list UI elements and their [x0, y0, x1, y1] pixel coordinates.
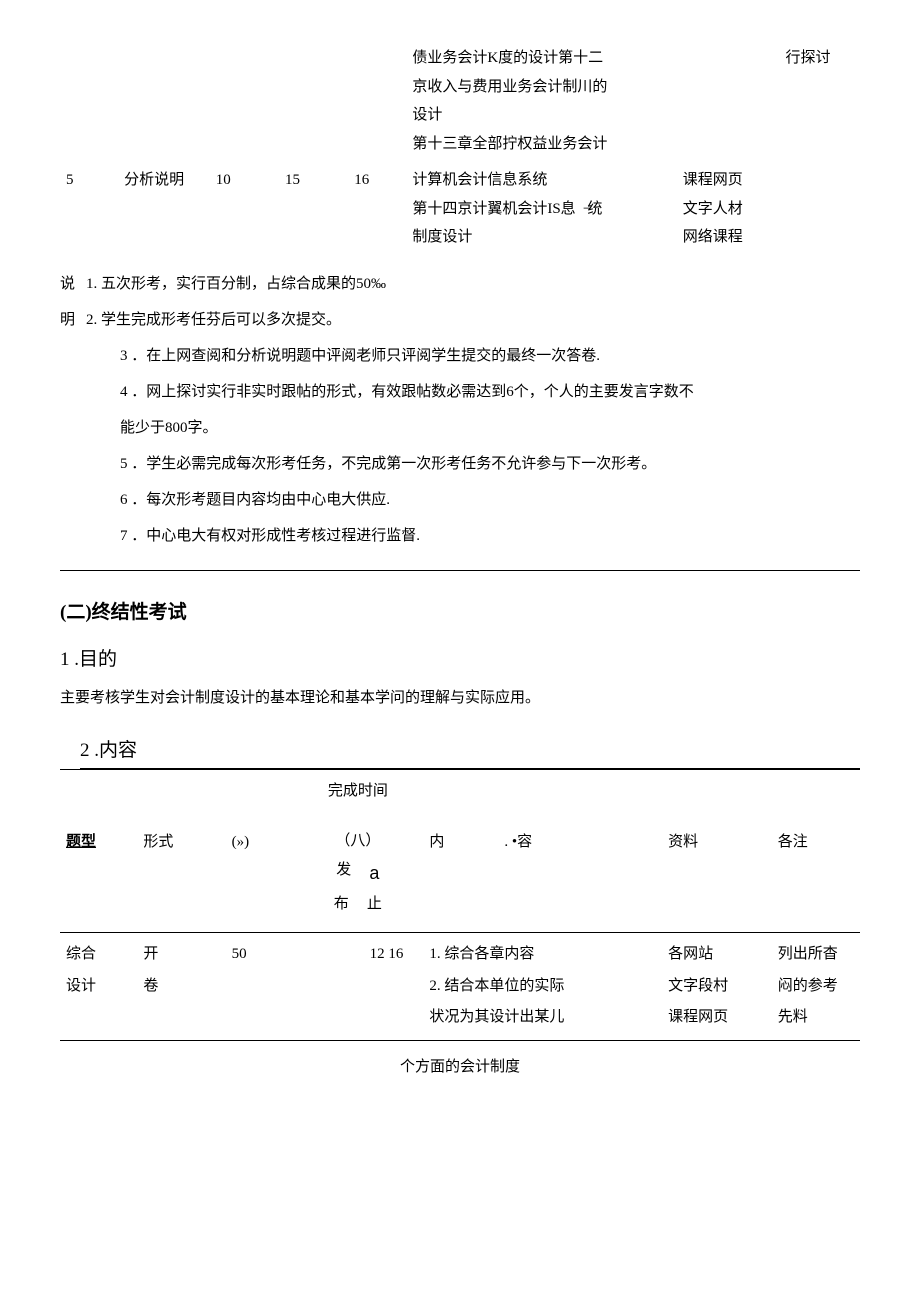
- table-row: 5 分析说明 10 15 16 计算机会计信息系统 第十四京计翼机会计IS息乔̶…: [60, 162, 860, 256]
- header-note: 各注: [772, 813, 860, 933]
- row-val: 16: [348, 162, 406, 256]
- time-label: a: [369, 856, 379, 890]
- note-label: 说: [60, 266, 86, 302]
- cell-line: 列出所杳: [778, 939, 854, 971]
- table-formative-rows: 债业务会计K度的设计第十二 京收入与费用业务会计制川的 设计 第十三章全部拧权益…: [60, 40, 860, 256]
- content-cell: 1. 综合各章内容 2. 结合本单位的实际 状况为其设计出某儿: [423, 933, 662, 1040]
- header-form: 形式: [137, 813, 225, 933]
- header-percent: (»): [226, 813, 293, 933]
- header-time-top: 完成时间: [292, 769, 423, 813]
- row-score: 10: [210, 162, 279, 256]
- note-line: 7 ．中心电大有权对形成性考核过程进行监督.: [60, 518, 860, 554]
- cell-line: 2. 结合本单位的实际: [429, 971, 656, 1003]
- content-cell: 债业务会计K度的设计第十二 京收入与费用业务会计制川的 设计 第十三章全部拧权益…: [406, 40, 676, 162]
- note-text: 1. 五次形考，实行百分制，占综合成果的50‰: [86, 266, 386, 302]
- cell-line: 1. 综合各章内容: [429, 939, 656, 971]
- resource-line: 文字人材: [683, 195, 774, 224]
- time-label: 布: [334, 890, 349, 919]
- cell-line: 开: [143, 939, 219, 971]
- row-val: 15: [279, 162, 348, 256]
- resource-line: 网络课程: [683, 223, 774, 252]
- note-line: 明 2. 学生完成形考任芬后可以多次提交。: [60, 302, 860, 338]
- table-header: 题型 形式 (») （八） 发 a 布 止: [60, 813, 860, 933]
- note-line: 4 ．网上探讨实行非实时跟帖的形式，有效跟帖数必需达到6个，个人的主要发言字数不: [60, 374, 860, 410]
- cell-line: 先料: [778, 1002, 854, 1034]
- type-cell: 综合 设计: [60, 933, 137, 1040]
- header-content-b: . •容: [504, 827, 532, 859]
- content-line: 设计: [412, 101, 670, 130]
- header-resource: 资料: [662, 813, 772, 933]
- subsection-title: 1 .目的: [60, 644, 860, 671]
- time-label: 发: [336, 856, 351, 890]
- resource-line: 课程网页: [683, 166, 774, 195]
- cell-line: 卷: [143, 971, 219, 1003]
- cell-line: 课程网页: [668, 1002, 766, 1034]
- note-line: 6 ．每次形考题目内容均由中心电大供应.: [60, 482, 860, 518]
- form-cell: 开 卷: [137, 933, 225, 1040]
- content-line: 计算机会计信息系统: [412, 166, 670, 195]
- page: 债业务会计K度的设计第十二 京收入与费用业务会计制川的 设计 第十三章全部拧权益…: [0, 0, 920, 1116]
- content-line: 制度设计: [412, 223, 670, 252]
- note-line: 能少于800字。: [60, 410, 860, 446]
- cell-line: 状况为其设计出某儿: [429, 1002, 656, 1034]
- resource-cell: 课程网页 文字人材 网络课程: [677, 162, 780, 256]
- note-cell: 行探讨: [780, 40, 861, 162]
- percent-cell: 50: [226, 933, 293, 1040]
- cell-line: 闷的参考: [778, 971, 854, 1003]
- note-label: 明: [60, 302, 86, 338]
- note-line: 5 ．学生必需完成每次形考任务，不完成第一次形考任务不允许参与下一次形考。: [60, 446, 860, 482]
- note-cell: 列出所杳 闷的参考 先料: [772, 933, 860, 1040]
- time-sub: （八）: [298, 827, 417, 856]
- header-content: 内 . •容: [423, 813, 662, 933]
- note-text: 2. 学生完成形考任芬后可以多次提交。: [86, 302, 341, 338]
- section-title: (二)终结性考试: [60, 597, 860, 624]
- header-content-a: 内: [429, 827, 444, 859]
- cell-line: 设计: [66, 971, 131, 1003]
- content-line: 京收入与费用业务会计制川的: [412, 73, 670, 102]
- content-line: 第十三章全部拧权益业务会计: [412, 130, 670, 159]
- table-row: 综合 设计 开 卷 50 12 16 1. 综合各章内容 2. 结合本单位的实际…: [60, 933, 860, 1040]
- cell-line: 综合: [66, 939, 131, 971]
- table-header-top: 完成时间: [60, 769, 860, 813]
- paragraph: 主要考核学生对会计制度设计的基本理论和基本学问的理解与实际应用。: [60, 683, 860, 713]
- header-time: （八） 发 a 布 止: [292, 813, 423, 933]
- cell-line: 各网站: [668, 939, 766, 971]
- cell-line: 文字段村: [668, 971, 766, 1003]
- row-number: 5: [60, 162, 118, 256]
- time-cell: 12 16: [292, 933, 423, 1040]
- resource-cell: 各网站 文字段村 课程网页: [662, 933, 772, 1040]
- content-line: 债业务会计K度的设计第十二: [412, 44, 670, 73]
- table-row: 债业务会计K度的设计第十二 京收入与费用业务会计制川的 设计 第十三章全部拧权益…: [60, 40, 860, 162]
- note-line: 说 1. 五次形考，实行百分制，占综合成果的50‰: [60, 266, 860, 302]
- subsection-title: 2 .内容: [80, 735, 860, 769]
- content-cell: 计算机会计信息系统 第十四京计翼机会计IS息乔̶统 制度设计: [406, 162, 676, 256]
- content-line: 第十四京计翼机会计IS息乔̶统: [412, 195, 670, 224]
- note-line: 3 ．在上网查阅和分析说明题中评阅老师只评阅学生提交的最终一次答卷.: [60, 338, 860, 374]
- time-label: 止: [367, 890, 382, 919]
- table-overflow-line: 个方面的会计制度: [60, 1041, 860, 1076]
- header-type: 题型: [60, 813, 137, 933]
- row-type: 分析说明: [118, 162, 210, 256]
- notes-block: 说 1. 五次形考，实行百分制，占综合成果的50‰ 明 2. 学生完成形考任芬后…: [60, 266, 860, 571]
- table-final-exam: 完成时间 题型 形式 (») （八） 发 a 布 止: [60, 769, 860, 1041]
